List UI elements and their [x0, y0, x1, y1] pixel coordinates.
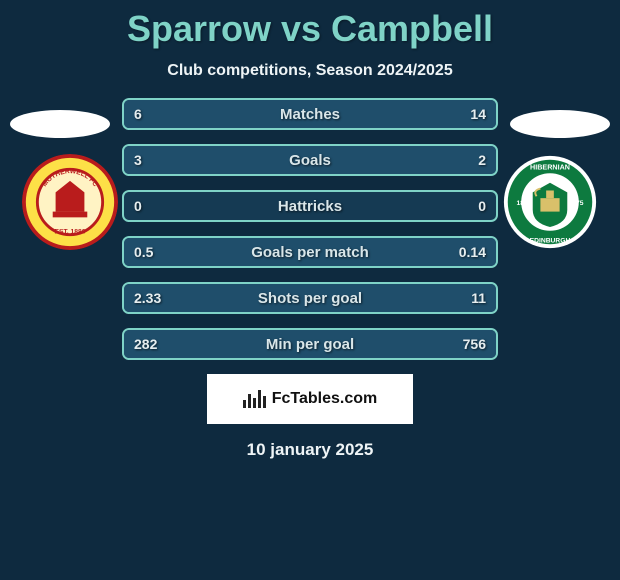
stat-value-left: 0.5	[134, 244, 153, 260]
brand-badge: FcTables.com	[207, 374, 413, 424]
stat-value-left: 0	[134, 198, 142, 214]
stat-label: Matches	[280, 106, 340, 123]
svg-text:18: 18	[516, 200, 524, 207]
stat-label: Shots per goal	[258, 290, 362, 307]
stat-value-left: 6	[134, 106, 142, 122]
stat-label: Goals per match	[251, 244, 369, 261]
stat-row: 6 Matches 14	[122, 98, 498, 130]
stat-label: Goals	[289, 152, 331, 169]
page-title: Sparrow vs Campbell	[0, 0, 620, 50]
stat-value-right: 11	[471, 290, 486, 306]
date-text: 10 january 2025	[0, 440, 620, 460]
stat-value-left: 3	[134, 152, 142, 168]
club-crest-left: MOTHERWELL FC EST. 1886	[22, 154, 118, 250]
svg-text:EDINBURGH: EDINBURGH	[530, 237, 571, 244]
stat-value-right: 0.14	[459, 244, 486, 260]
motherwell-crest-icon: MOTHERWELL FC EST. 1886	[22, 154, 118, 250]
stat-fill-right	[347, 146, 496, 174]
stat-fill-right	[236, 100, 496, 128]
svg-text:HIBERNIAN: HIBERNIAN	[530, 162, 570, 171]
stat-label: Min per goal	[266, 336, 354, 353]
stat-value-left: 282	[134, 336, 157, 352]
stat-row: 0.5 Goals per match 0.14	[122, 236, 498, 268]
bar-chart-icon	[243, 390, 266, 408]
stats-list: 6 Matches 14 3 Goals 2 0 Hattricks 0 0.5…	[122, 98, 498, 360]
stat-value-right: 2	[478, 152, 486, 168]
player-photo-placeholder-left	[10, 110, 110, 138]
subtitle: Club competitions, Season 2024/2025	[0, 62, 620, 80]
stat-value-right: 756	[463, 336, 486, 352]
comparison-panel: MOTHERWELL FC EST. 1886 HIBERNIAN 18 75 …	[0, 98, 620, 460]
svg-text:EST. 1886: EST. 1886	[54, 229, 85, 236]
stat-row: 0 Hattricks 0	[122, 190, 498, 222]
brand-text: FcTables.com	[272, 390, 378, 408]
player-photo-placeholder-right	[510, 110, 610, 138]
stat-row: 2.33 Shots per goal 11	[122, 282, 498, 314]
stat-row: 3 Goals 2	[122, 144, 498, 176]
stat-value-right: 0	[478, 198, 486, 214]
hibernian-crest-icon: HIBERNIAN 18 75 EDINBURGH	[502, 154, 598, 250]
stat-label: Hattricks	[278, 198, 342, 215]
svg-text:75: 75	[576, 200, 584, 207]
stat-value-right: 14	[470, 106, 486, 122]
stat-value-left: 2.33	[134, 290, 161, 306]
club-crest-right: HIBERNIAN 18 75 EDINBURGH	[502, 154, 598, 250]
stat-row: 282 Min per goal 756	[122, 328, 498, 360]
